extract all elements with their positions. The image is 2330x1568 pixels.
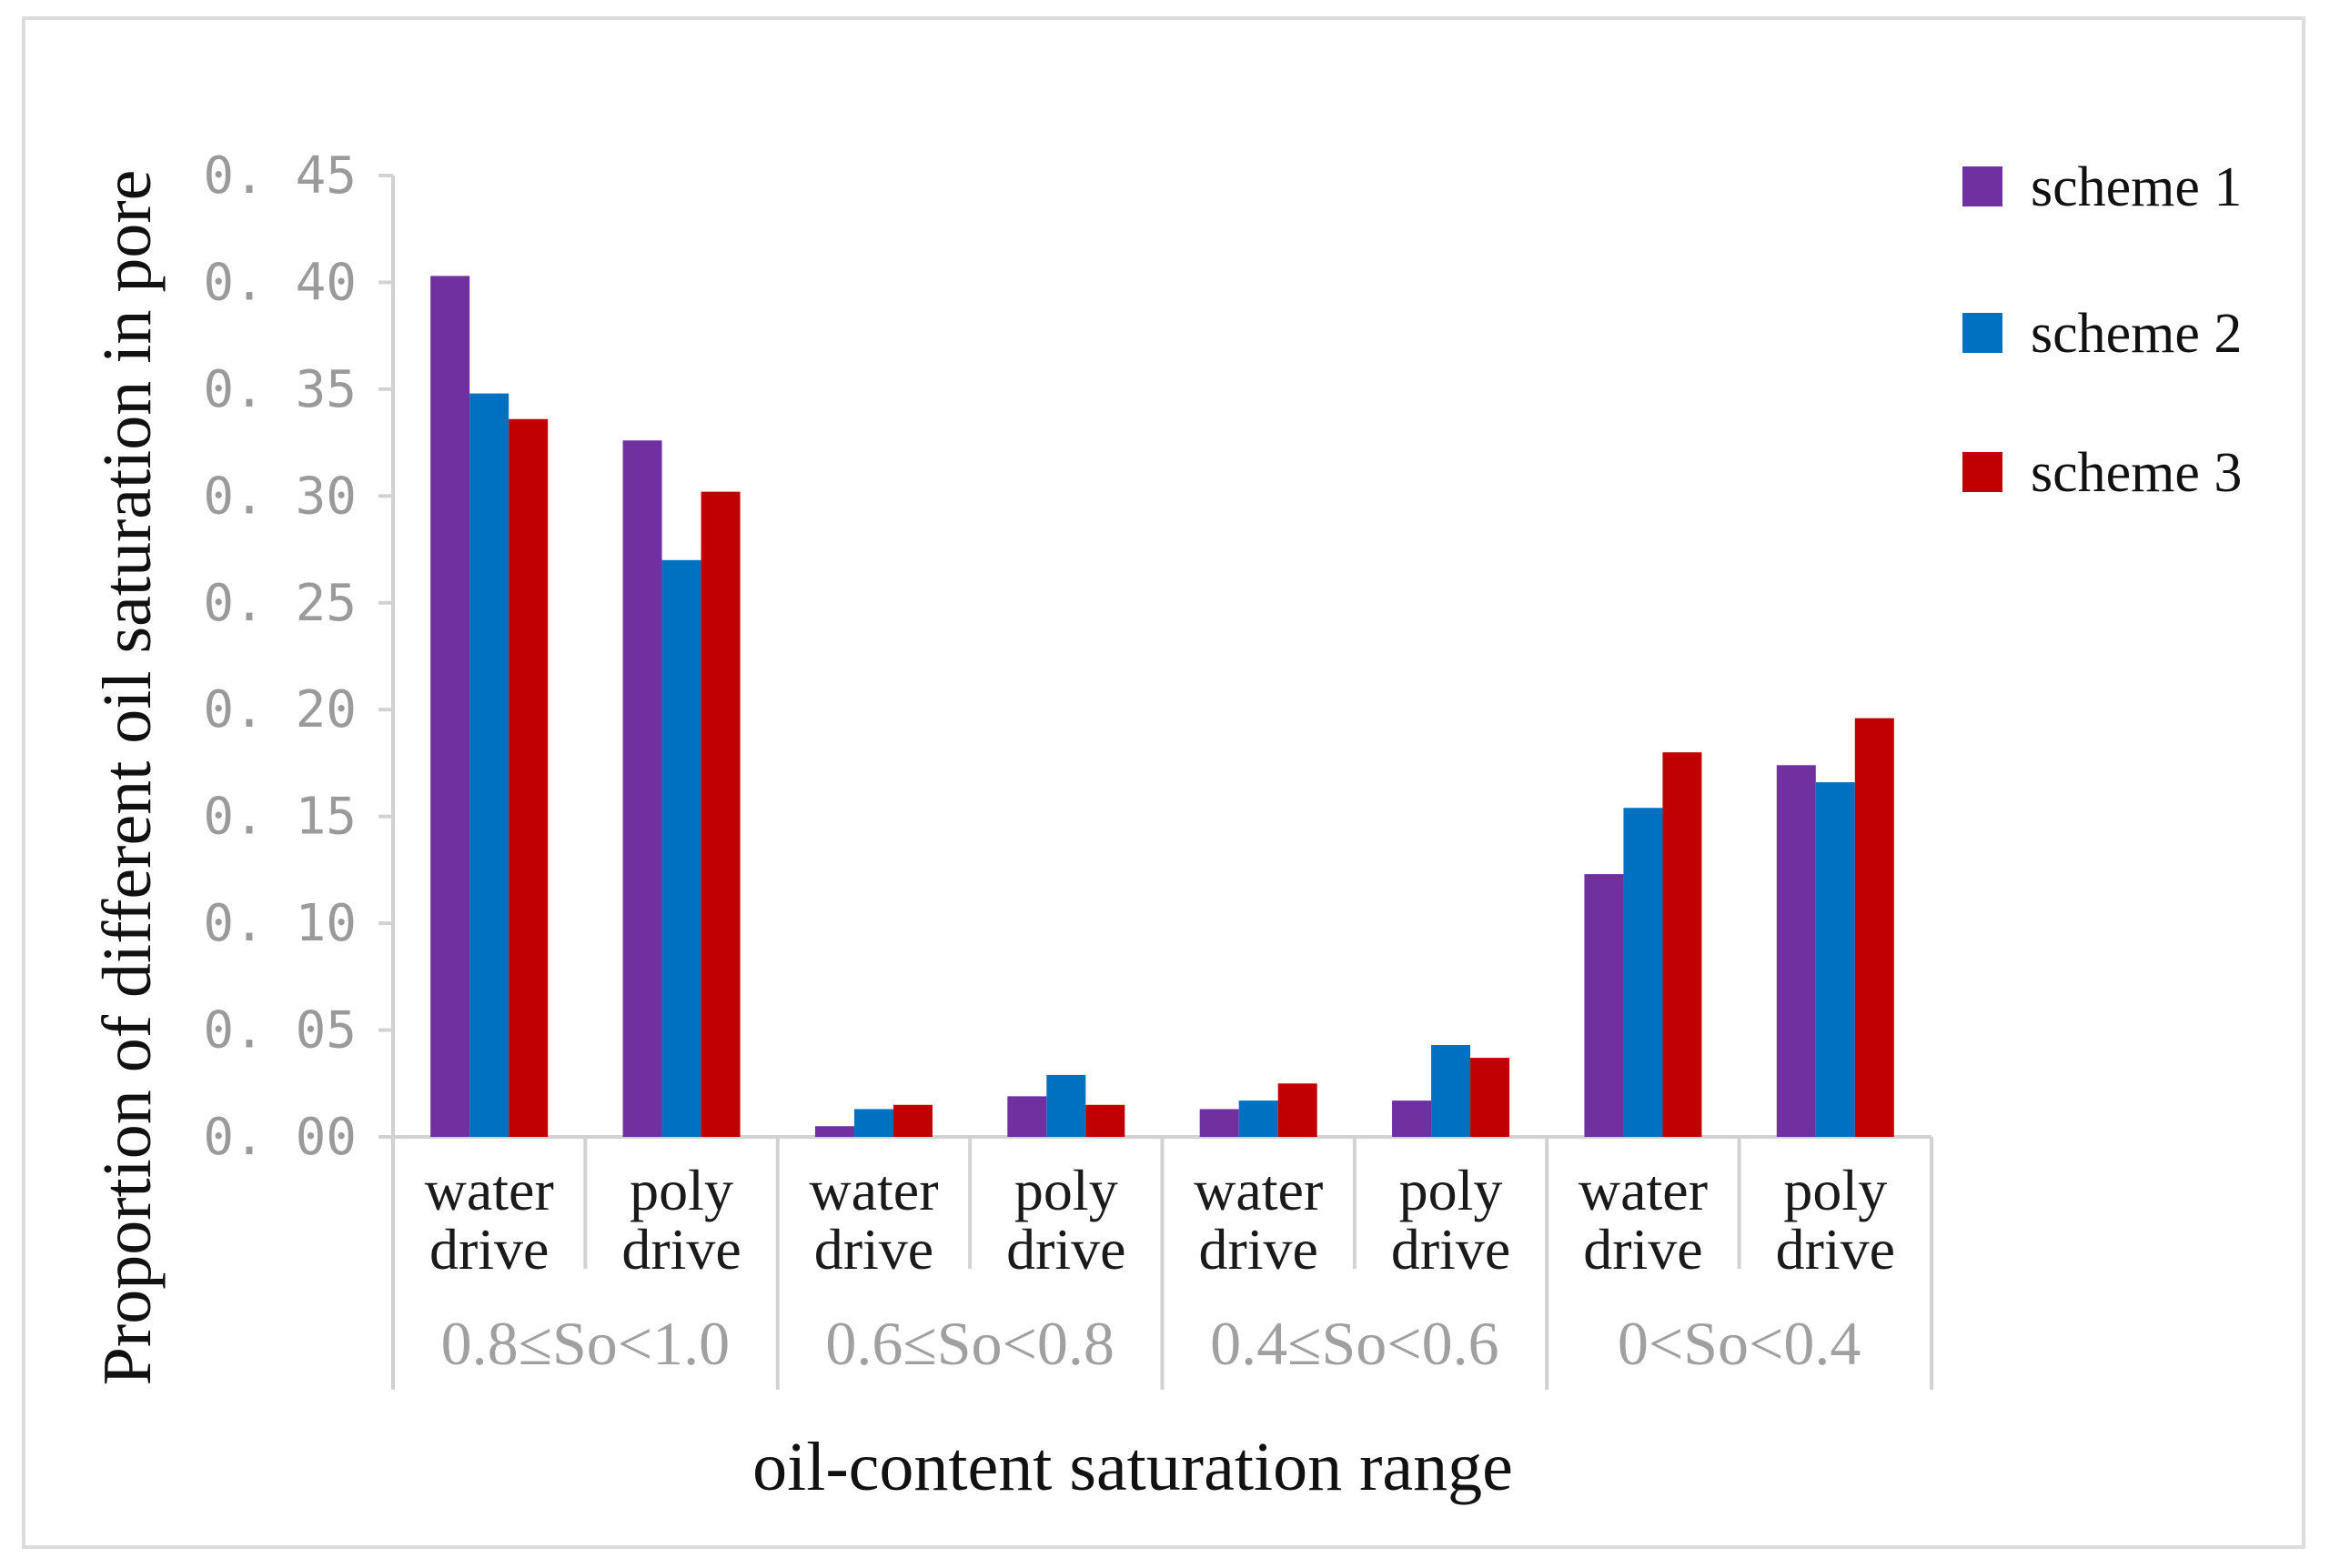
y-axis-title: Proportion of different oil saturation i… [89, 170, 166, 1386]
y-tick-label: 0. 15 [203, 788, 357, 847]
category-label-line1: poly [1399, 1158, 1503, 1222]
bar-scheme-1-5 [1199, 1109, 1239, 1137]
bar-scheme-3-2 [701, 491, 741, 1137]
group-label: 0.8≤So<1.0 [441, 1309, 731, 1378]
bar-scheme-2-1 [469, 393, 509, 1137]
category-label-line1: water [1579, 1158, 1708, 1222]
category-label-line1: poly [1783, 1158, 1887, 1222]
bar-scheme-2-6 [1431, 1044, 1471, 1137]
group-label: 0<So<0.4 [1618, 1309, 1861, 1378]
x-axis-title: oil-content saturation range [752, 1429, 1513, 1505]
category-label-line1: water [425, 1158, 554, 1222]
chart-labels: 0. 00 0. 05 0. 10 0. 15 0. 20 0. 25 0. 30 0. 35… [203, 146, 1895, 1378]
bar-scheme-1-3 [814, 1126, 854, 1137]
bar-scheme-2-8 [1815, 782, 1855, 1137]
group-label: 0.4≤So<0.6 [1210, 1309, 1499, 1378]
bar-scheme-2-4 [1046, 1074, 1086, 1137]
legend-label: scheme 1 [2031, 156, 2242, 218]
bar-scheme-1-8 [1776, 765, 1816, 1137]
bar-scheme-3-1 [509, 418, 549, 1138]
category-label-line2: drive [1391, 1217, 1511, 1282]
category-label-line1: poly [630, 1158, 733, 1222]
bar-scheme-1-7 [1584, 874, 1624, 1137]
bar-scheme-3-7 [1662, 752, 1702, 1137]
bar-scheme-2-5 [1238, 1101, 1278, 1137]
y-tick-label: 0. 30 [203, 467, 357, 526]
category-label-line1: poly [1014, 1158, 1118, 1222]
y-tick-label: 0. 25 [203, 574, 357, 633]
category-label-line2: drive [621, 1217, 741, 1282]
y-tick-label: 0. 35 [203, 360, 357, 419]
y-tick-label: 0. 20 [203, 680, 357, 739]
bar-scheme-3-4 [1085, 1104, 1125, 1137]
category-label-line1: water [809, 1158, 938, 1222]
legend-label: scheme 3 [2031, 442, 2242, 504]
category-label-line1: water [1194, 1158, 1323, 1222]
y-tick-label: 0. 45 [203, 146, 357, 206]
chart-bars [430, 276, 1894, 1138]
bar-scheme-3-6 [1470, 1058, 1510, 1137]
bar-scheme-1-4 [1007, 1096, 1047, 1137]
legend-label: scheme 2 [2031, 303, 2242, 365]
bar-scheme-2-7 [1623, 808, 1663, 1137]
legend-swatch-scheme-1 [1962, 166, 2002, 206]
y-tick-label: 0. 40 [203, 253, 357, 312]
chart-legend: scheme 1 scheme 2 scheme 3 [1962, 156, 2242, 504]
bar-scheme-1-2 [622, 440, 662, 1137]
bar-scheme-2-2 [661, 559, 701, 1137]
y-tick-label: 0. 10 [203, 894, 357, 953]
category-label-line2: drive [814, 1217, 934, 1282]
y-tick-label: 0. 05 [203, 1001, 357, 1060]
bar-scheme-3-5 [1277, 1083, 1317, 1137]
y-tick-label: 0. 00 [203, 1108, 357, 1167]
bar-scheme-2-3 [853, 1109, 893, 1137]
category-label-line2: drive [429, 1217, 550, 1282]
category-label-line2: drive [1198, 1217, 1318, 1282]
bar-scheme-1-1 [430, 276, 470, 1137]
bar-scheme-3-3 [893, 1104, 933, 1137]
group-label: 0.6≤So<0.8 [825, 1309, 1115, 1378]
legend-swatch-scheme-2 [1962, 313, 2002, 353]
bar-scheme-1-6 [1392, 1101, 1432, 1137]
category-label-line2: drive [1776, 1217, 1896, 1282]
category-label-line2: drive [1006, 1217, 1126, 1282]
category-label-line2: drive [1583, 1217, 1703, 1282]
bar-scheme-3-8 [1854, 718, 1894, 1137]
legend-swatch-scheme-3 [1962, 452, 2002, 492]
